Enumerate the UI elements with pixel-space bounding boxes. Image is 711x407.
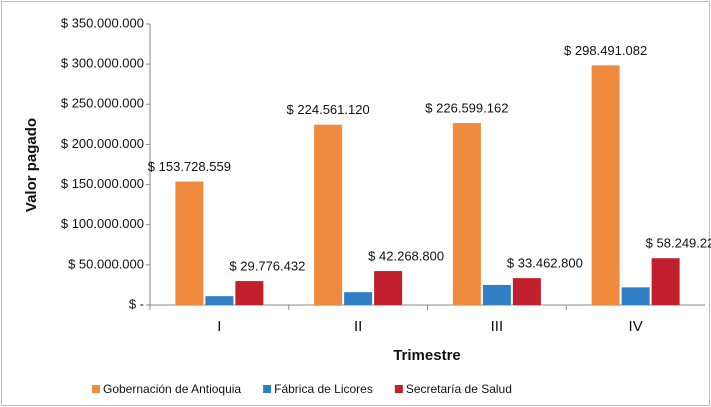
y-tick-label: $ 150.000.000 bbox=[61, 176, 144, 191]
bar bbox=[344, 292, 373, 305]
legend-label: Secretaría de Salud bbox=[406, 382, 512, 396]
bar bbox=[512, 278, 541, 305]
legend-swatch bbox=[92, 385, 100, 393]
legend-label: Gobernación de Antioquia bbox=[103, 382, 241, 396]
y-tick-label: $ 100.000.000 bbox=[61, 216, 144, 231]
bar bbox=[651, 258, 680, 305]
x-tick-label: III bbox=[491, 318, 504, 335]
data-label: $ 33.462.800 bbox=[507, 256, 583, 271]
data-label: $ 298.491.082 bbox=[564, 43, 647, 58]
x-axis-title: Trimestre bbox=[393, 347, 461, 364]
y-tick-label: $ 250.000.000 bbox=[61, 96, 144, 111]
legend-swatch bbox=[263, 385, 272, 393]
data-label: $ 58.249.224 bbox=[646, 236, 711, 251]
bar bbox=[175, 181, 204, 305]
data-label: $ 226.599.162 bbox=[425, 101, 508, 116]
bar bbox=[591, 65, 620, 305]
bar bbox=[374, 271, 403, 305]
legend-swatch bbox=[394, 385, 403, 393]
data-label: $ 224.561.120 bbox=[287, 102, 370, 117]
y-axis-title: Valor pagado bbox=[23, 118, 40, 212]
data-label: $ 153.728.559 bbox=[148, 159, 231, 174]
y-tick-label: $ 300.000.000 bbox=[61, 56, 144, 71]
bar bbox=[205, 296, 234, 305]
data-label: $ 42.268.800 bbox=[368, 249, 444, 264]
bar bbox=[452, 123, 481, 305]
x-tick-label: I bbox=[217, 318, 221, 335]
data-label: $ 29.776.432 bbox=[229, 259, 305, 274]
bar bbox=[482, 284, 511, 305]
legend-label: Fábrica de Licores bbox=[274, 382, 373, 396]
bar bbox=[621, 287, 650, 305]
y-tick-label: $ 50.000.000 bbox=[68, 256, 144, 271]
bar bbox=[235, 281, 264, 305]
y-tick-label: $ - bbox=[129, 296, 144, 311]
bar bbox=[314, 124, 343, 305]
x-tick-label: II bbox=[354, 318, 362, 335]
y-tick-label: $ 200.000.000 bbox=[61, 136, 144, 151]
y-tick-label: $ 350.000.000 bbox=[61, 15, 144, 30]
x-tick-label: IV bbox=[629, 318, 643, 335]
